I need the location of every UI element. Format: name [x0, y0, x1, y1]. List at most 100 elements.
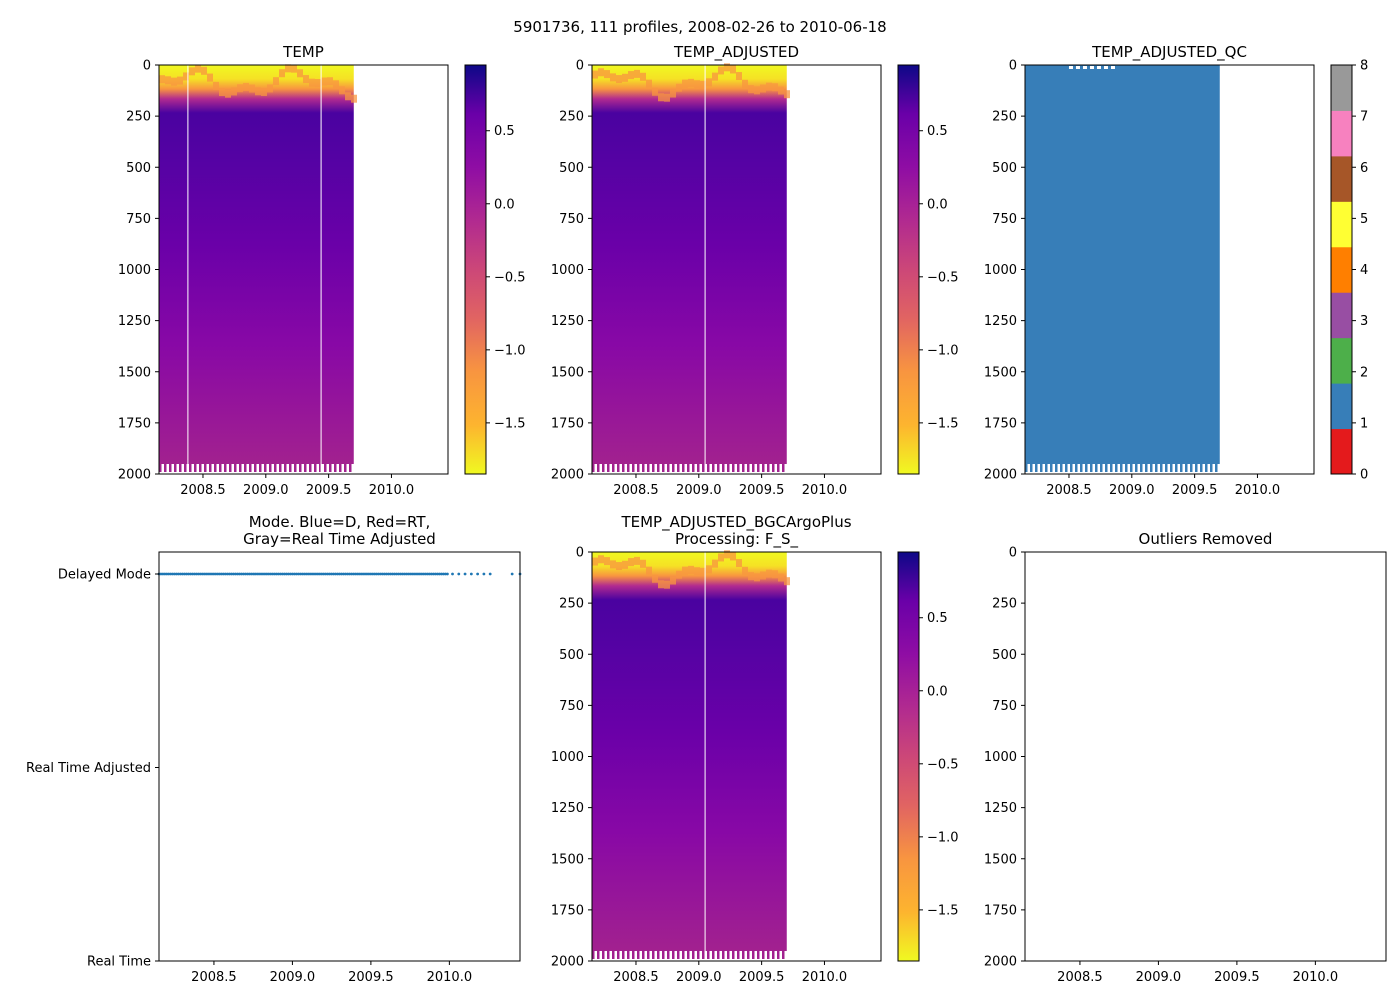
profile-tick — [1115, 464, 1118, 472]
figure-title: 5901736, 111 profiles, 2008-02-26 to 201… — [513, 18, 886, 36]
profile-tick — [727, 951, 730, 959]
profile-tick — [239, 464, 242, 472]
profile-tick — [1100, 464, 1103, 472]
profile-tick — [1200, 464, 1203, 472]
profile-tick — [692, 951, 695, 959]
band-cell — [688, 566, 694, 574]
profile-tick — [289, 464, 292, 472]
profile-tick — [1085, 464, 1088, 472]
panel-temp-adjusted-qc: TEMP_ADJUSTED_QC025050075010001250150017… — [984, 43, 1368, 498]
band-cell — [303, 75, 309, 83]
colorbar-tick-label: −1.5 — [927, 416, 959, 431]
profile-tick — [677, 464, 680, 472]
x-tick-label: 2010.0 — [802, 483, 848, 498]
y-tick-label: 1250 — [984, 801, 1017, 816]
profile-tick — [1150, 464, 1153, 472]
profile-tick — [219, 464, 222, 472]
profile-tick — [597, 464, 600, 472]
profile-tick — [229, 464, 232, 472]
band-cell — [742, 80, 748, 88]
profile-tick — [722, 951, 725, 959]
profile-tick — [647, 464, 650, 472]
band-cell — [261, 88, 267, 96]
profile-tick — [747, 464, 750, 472]
x-tick-label: 2008.5 — [613, 970, 659, 985]
profile-tick — [1140, 464, 1143, 472]
profile-tick — [349, 464, 352, 472]
profile-tick — [752, 464, 755, 472]
y-tick-label: 500 — [559, 648, 584, 663]
band-cell — [670, 577, 676, 585]
panel-temp: TEMP 0 250 500 750 1000 1250 1500 1750 2000 2008.5… — [118, 43, 526, 498]
heatmap-bottom-profiles — [592, 464, 785, 472]
colorbar-gradient — [465, 65, 486, 474]
profile-tick — [1075, 464, 1078, 472]
band-cell — [694, 80, 700, 88]
y-tick-label: 1500 — [551, 365, 584, 380]
band-cell — [333, 80, 339, 88]
x-tick-label: 2009.0 — [243, 483, 289, 498]
band-cell — [598, 555, 604, 563]
band-cell — [688, 79, 694, 87]
x-tick-label: 2010.0 — [1235, 483, 1281, 498]
profile-tick — [652, 464, 655, 472]
x-tick-label: 2009.5 — [1214, 970, 1260, 985]
band-cell — [273, 77, 279, 85]
profile-tick — [1065, 464, 1068, 472]
x-tick-label: 2008.5 — [613, 483, 659, 498]
profile-tick — [702, 464, 705, 472]
band-cell — [730, 65, 736, 73]
profile-tick — [727, 464, 730, 472]
band-cell — [189, 67, 195, 75]
profile-tick — [1070, 464, 1073, 472]
y-tick-label: 0 — [1009, 59, 1017, 74]
axes-frame — [1025, 552, 1386, 961]
colorbar-tick-label: −1.0 — [927, 830, 959, 845]
band-cell — [676, 571, 682, 579]
profile-tick — [607, 464, 610, 472]
profile-tick — [279, 464, 282, 472]
profile-tick — [722, 464, 725, 472]
band-cell — [712, 560, 718, 568]
y-tick-label: 1750 — [551, 416, 584, 431]
colorbar-tick-label: −0.5 — [494, 270, 526, 285]
heatmap-field — [1025, 65, 1220, 464]
qc-notch — [1097, 66, 1101, 69]
y-tick-label: 1000 — [984, 263, 1017, 278]
panel-title: Mode. Blue=D, Red=RT, — [249, 513, 431, 531]
qc-notch — [1083, 66, 1087, 69]
y-tick-label: 250 — [992, 110, 1017, 125]
colorbar-tick-label: 0 — [1360, 468, 1368, 483]
band-cell — [658, 93, 664, 101]
band-cell — [694, 567, 700, 575]
profile-tick — [189, 464, 192, 472]
colorbar-tick-label: 8 — [1360, 59, 1368, 74]
profile-tick — [742, 951, 745, 959]
profile-tick — [1120, 464, 1123, 472]
profile-tick — [204, 464, 207, 472]
colorbar-tick-label: −1.0 — [927, 343, 959, 358]
profile-tick — [607, 951, 610, 959]
band-cell — [664, 581, 670, 589]
profile-tick — [672, 464, 675, 472]
figure: 5901736, 111 profiles, 2008-02-26 to 201… — [0, 0, 1400, 1000]
y-tick-label: 1000 — [984, 750, 1017, 765]
colorbar-tick-label: 0.5 — [927, 611, 948, 626]
band-cell — [285, 64, 291, 72]
profile-tick — [782, 464, 785, 472]
y-tick-label: 250 — [559, 597, 584, 612]
x-tick-label: 2009.5 — [306, 483, 352, 498]
profile-tick — [687, 951, 690, 959]
y-tick-label: 750 — [559, 212, 584, 227]
y-tick-label: 1750 — [984, 903, 1017, 918]
profile-tick — [1090, 464, 1093, 472]
y-category-label: Real Time Adjusted — [26, 761, 151, 776]
profile-tick — [742, 464, 745, 472]
qc-notch — [1069, 66, 1073, 69]
band-cell — [730, 552, 736, 560]
profile-tick — [1165, 464, 1168, 472]
x-tick-label: 2010.0 — [1293, 970, 1339, 985]
profile-tick — [657, 951, 660, 959]
profile-tick — [284, 464, 287, 472]
band-cell — [171, 78, 177, 86]
